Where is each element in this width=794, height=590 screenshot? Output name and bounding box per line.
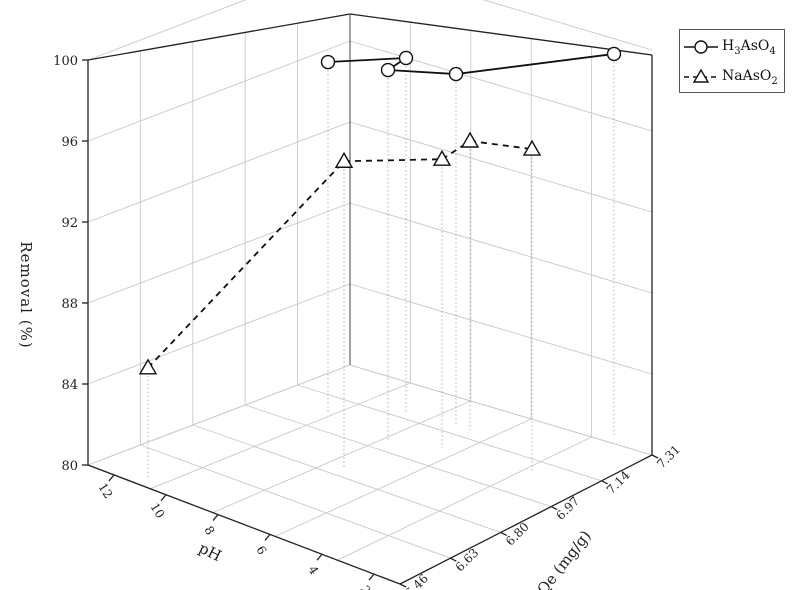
x-axis-label: pH [196,539,224,565]
data-point-h3aso4 [398,50,414,66]
z-tick [450,557,457,562]
z-axis-line [399,454,653,585]
z-tick [550,506,558,511]
z-tick-label: 6.63 [453,546,482,575]
data-point-naaso2 [432,149,452,166]
y-tick-label: 84 [61,378,78,393]
grid-line [87,283,351,385]
x-tick-label: 4 [305,563,321,577]
grid-line [150,382,411,490]
grid [87,0,653,585]
x-tick-label: 2 [357,583,373,590]
y-tick-label: 80 [61,459,78,474]
z-tick [601,480,608,485]
z-tick-label: 6.80 [503,520,532,549]
grid-line [275,418,532,537]
x-tick-label: 8 [201,524,217,538]
x-tick [316,553,323,561]
grid-line [87,202,351,304]
legend: H3AsO4 NaAsO2 [679,29,785,93]
grid-line [140,444,451,559]
grid-line [245,404,552,508]
z-tick-label: 7.14 [604,468,633,497]
legend-swatch-triangle [684,68,718,83]
legend-swatch-circle [684,40,718,54]
data-point-h3aso4 [320,54,336,70]
x-tick [368,573,375,581]
y-axis-label-box: Removal (%) [6,195,46,395]
z-tick [500,531,508,536]
series-line-segment [387,69,457,75]
legend-label-h3aso4: H3AsO4 [722,38,776,57]
data-point-naaso2 [460,131,480,148]
x-tick-label: 12 [95,481,115,501]
x-tick [160,494,167,502]
series-line-segment [327,57,407,63]
grid-line [337,436,592,561]
z-tick-label: 7.31 [654,442,683,471]
series-layer [138,46,622,375]
axes [82,13,659,588]
series-line-segment [455,53,615,75]
legend-item-naaso2: NaAsO2 [680,62,786,92]
x-tick [264,534,271,541]
grid-line [482,0,653,51]
tick-labels: 100969288848012108642pH6.466.636.806.977… [53,54,683,590]
data-point-naaso2 [334,151,354,168]
y-tick-label: 100 [53,54,78,69]
data-point-naaso2 [138,358,158,375]
grid-line [87,121,351,223]
grid-line [87,364,351,466]
data-point-h3aso4 [606,46,622,62]
series-line-segment [343,158,443,163]
grid-line [212,400,471,514]
data-point-h3aso4 [380,62,396,78]
data-point-h3aso4 [448,66,464,82]
x-tick [212,514,219,521]
series-line-segment [469,140,533,150]
y-tick-label: 88 [61,297,78,312]
data-point-naaso2 [522,139,542,156]
grid-line [349,364,653,456]
grid-line [349,283,653,375]
z-tick [399,583,407,588]
y-axis-label: Removal (%) [17,241,35,349]
grid-line [87,0,247,61]
grid-line [349,121,653,213]
grid-line [349,202,653,294]
z-axis-label: Qe (mg/g) [534,527,595,590]
x-axis-line [87,464,401,585]
z-tick-label: 6.97 [553,494,582,523]
series-line-segment [147,160,345,369]
frame-edge [349,13,653,56]
legend-item-h3aso4: H3AsO4 [680,32,786,62]
legend-label-naaso2: NaAsO2 [722,68,778,87]
drop-lines [147,53,615,478]
y-tick-label: 92 [61,216,78,231]
frame-edge [87,13,351,61]
x-tick-label: 10 [147,500,167,520]
grid-line [87,40,351,142]
z-tick [651,454,659,459]
x-tick [108,474,115,482]
x-tick-label: 6 [253,543,269,557]
y-tick-label: 96 [61,135,78,150]
grid-line [192,424,501,533]
grid-line [297,384,602,482]
